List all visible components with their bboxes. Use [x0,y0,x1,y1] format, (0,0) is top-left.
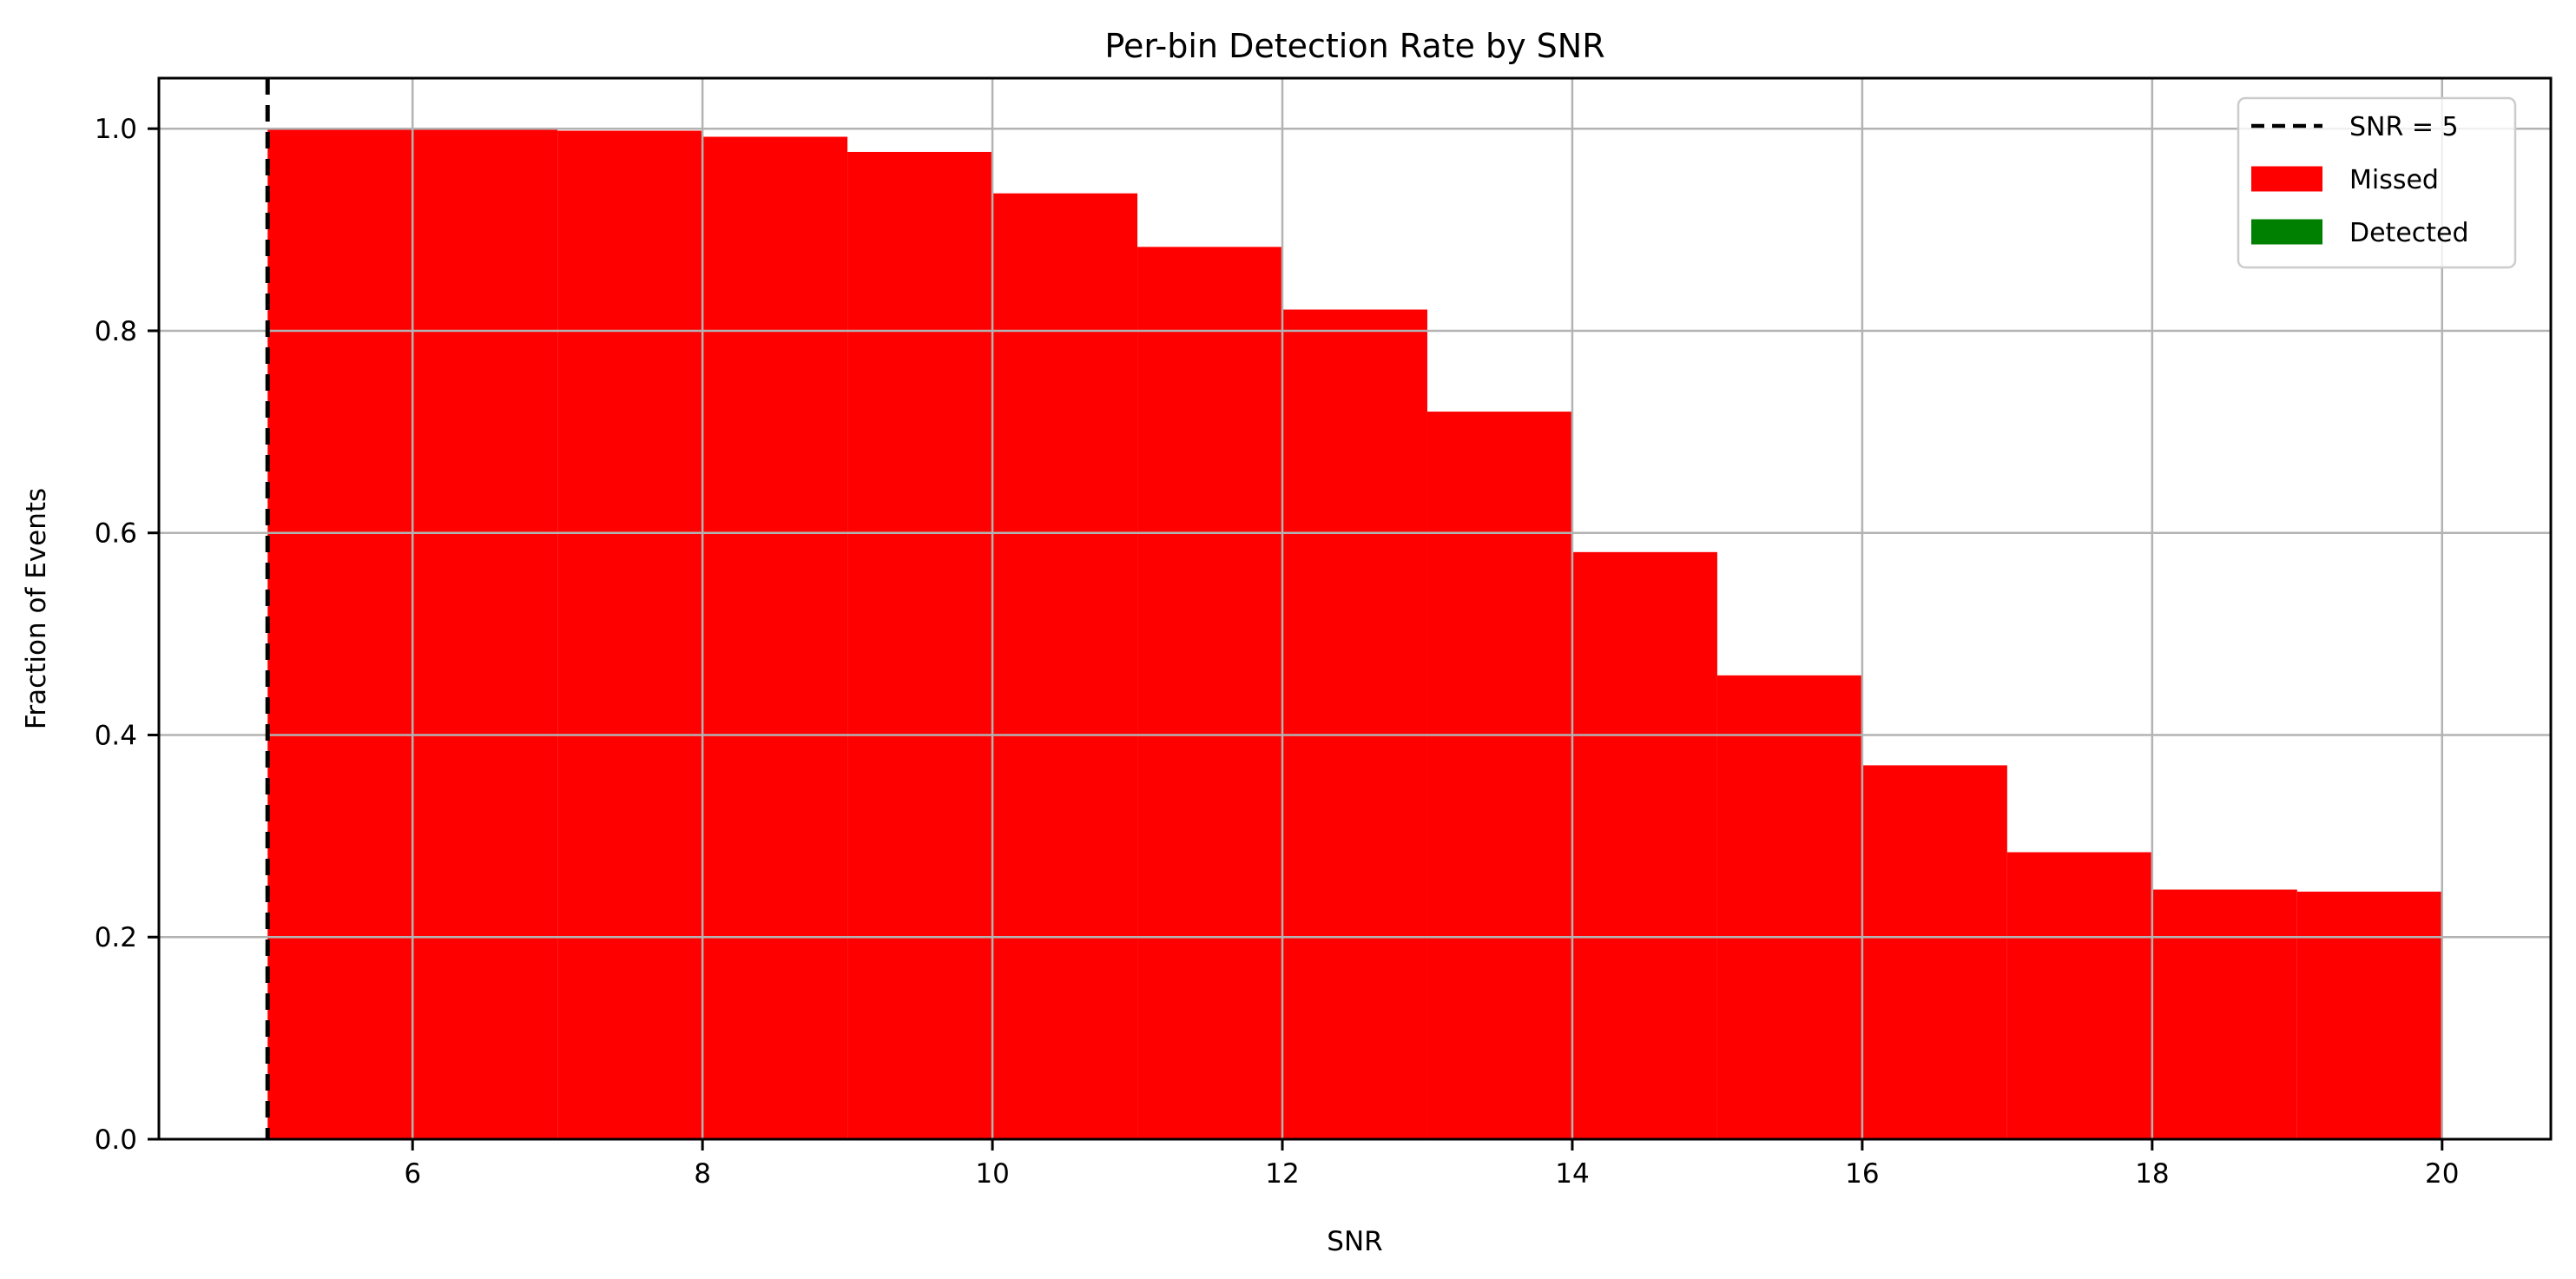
legend-label: SNR = 5 [2349,112,2459,142]
legend-sample-patch-missed [2251,166,2322,192]
histogram-bar-missed [992,193,1138,1139]
x-tick-label: 16 [1845,1158,1879,1190]
y-tick-label: 0.4 [95,720,137,751]
histogram-bar-missed [1282,309,1427,1139]
histogram-bar-missed [557,130,703,1140]
y-tick-label: 0.2 [95,922,137,953]
y-axis-label: Fraction of Events [21,488,52,729]
y-tick-label: 0.0 [95,1124,137,1156]
histogram-bar-missed [1861,765,2007,1139]
x-tick-label: 12 [1265,1158,1299,1190]
histogram-bar-missed [702,136,848,1139]
x-tick-label: 6 [404,1158,421,1190]
legend-label: Missed [2349,165,2439,195]
y-tick-label: 0.6 [95,518,137,550]
legend-sample-patch-detected [2251,219,2322,245]
histogram-bar-missed [2006,852,2152,1139]
axes-spines [157,76,2553,1141]
x-tick-label: 8 [694,1158,711,1190]
chart-title: Per-bin Detection Rate by SNR [1104,27,1604,65]
x-tick-label: 10 [975,1158,1009,1190]
y-tick-label: 1.0 [95,114,137,145]
legend: SNR = 5 Missed Detected [2237,96,2517,269]
histogram-bar-missed [2151,889,2297,1139]
histogram-bar-missed [2296,891,2442,1139]
y-tick-label: 0.8 [95,316,137,347]
x-axis-label: SNR [1327,1226,1382,1257]
histogram-bar-missed [1137,247,1283,1139]
histogram-bar-missed [267,129,413,1140]
x-tick-label: 14 [1555,1158,1589,1190]
histogram-bar-missed [847,151,993,1139]
legend-label: Detected [2349,218,2469,248]
x-tick-label: 18 [2135,1158,2169,1190]
histogram-bar-missed [1571,551,1717,1139]
histogram-bar-missed [1716,675,1862,1139]
x-tick-label: 20 [2425,1158,2459,1190]
histogram-bar-missed [1426,412,1572,1139]
histogram-bar-missed [412,129,558,1140]
